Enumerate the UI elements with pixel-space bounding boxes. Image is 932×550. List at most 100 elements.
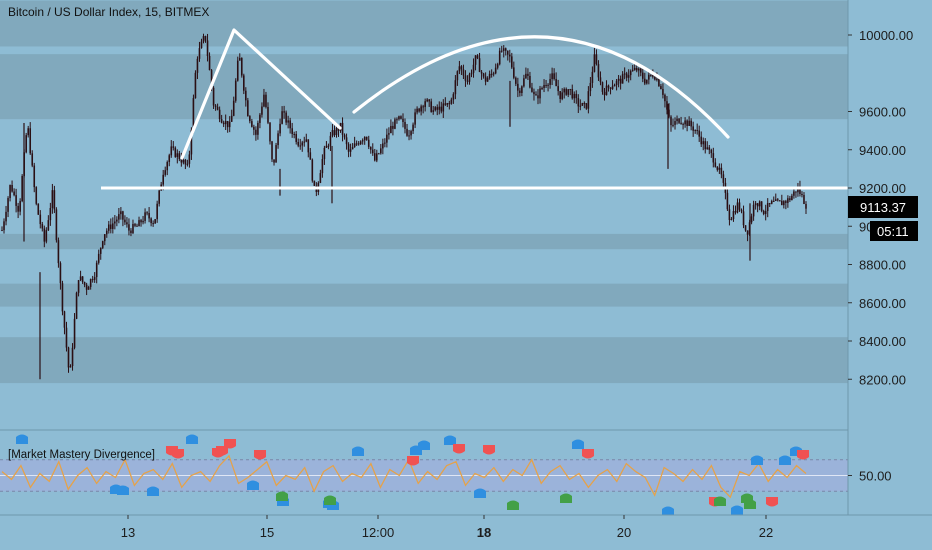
candle-body — [414, 112, 416, 125]
candle-body — [39, 214, 42, 225]
candle-body — [174, 147, 177, 157]
candle-body — [345, 137, 348, 145]
price-zones — [0, 0, 848, 384]
candle-body — [349, 149, 352, 152]
candle-body — [517, 83, 519, 91]
candle-body — [674, 121, 676, 125]
candle-body — [500, 50, 503, 52]
candle-body — [458, 66, 461, 72]
candle-body — [406, 128, 408, 136]
bearish-divergence-marker-shape — [797, 450, 809, 460]
candle-body — [672, 124, 674, 126]
candle-body — [513, 67, 515, 78]
candle-body — [343, 134, 346, 138]
candle-body — [768, 203, 771, 205]
candle-body — [621, 74, 624, 84]
price-zone — [0, 54, 848, 120]
candle-body — [736, 202, 739, 213]
candle-body — [666, 101, 668, 110]
candle-body — [309, 152, 312, 160]
candle-body — [676, 118, 678, 122]
candle-body — [706, 147, 709, 150]
bullish-divergence-marker-shape — [147, 486, 159, 496]
candle-body — [357, 143, 360, 145]
candle-body — [287, 120, 289, 123]
candle-body — [527, 73, 529, 76]
candle-body — [605, 85, 608, 96]
candle-body — [656, 78, 658, 80]
candle-body — [615, 80, 618, 86]
price-tick-label: 9200.00 — [859, 181, 906, 196]
candle-body — [781, 200, 783, 206]
price-tick-label: 9400.00 — [859, 143, 906, 158]
candle-body — [573, 93, 576, 99]
bullish-divergence-marker-shape — [444, 435, 456, 445]
candle-body — [541, 87, 543, 89]
candle-body — [480, 71, 483, 74]
candle-body — [85, 284, 88, 290]
candle-body — [750, 216, 753, 223]
candle-body — [347, 144, 350, 152]
candle-body — [247, 100, 249, 117]
bearish-divergence-marker — [483, 445, 495, 455]
candle-body — [45, 230, 48, 242]
candle-body — [746, 230, 749, 235]
candle-body — [301, 142, 304, 146]
candle-body — [373, 153, 376, 161]
candle-body — [83, 282, 86, 285]
candle-body — [579, 105, 582, 107]
price-axis[interactable]: 10000.009600.009400.009200.009000.008800… — [847, 0, 932, 550]
candle-body — [382, 143, 384, 149]
candle-body — [355, 143, 358, 145]
bullish-divergence-marker-shape — [117, 485, 129, 495]
bullish-divergence-marker-shape — [751, 455, 763, 465]
candle-body — [303, 141, 306, 143]
candle-body — [408, 135, 410, 137]
candle-body — [629, 71, 632, 76]
price-zone — [0, 337, 848, 384]
candle-body — [436, 107, 439, 110]
bearish-divergence-marker — [766, 497, 778, 507]
bullish-divergence-marker-shape — [352, 446, 364, 456]
candle-body — [47, 220, 50, 231]
candle-body — [789, 198, 791, 201]
candle-body — [613, 85, 616, 87]
candle-body — [212, 87, 215, 106]
candle-body — [216, 106, 219, 110]
candle-body — [335, 127, 338, 136]
candle-body — [460, 66, 463, 70]
candle-body — [639, 68, 642, 73]
candle-body — [523, 78, 525, 87]
candle-body — [714, 162, 717, 167]
candle-body — [168, 155, 171, 163]
candle-body — [275, 145, 277, 163]
candle-body — [470, 72, 473, 75]
time-axis[interactable]: 13 15 12:00 18 20 22 — [0, 514, 932, 550]
candle-body — [519, 90, 521, 93]
last-price-value: 9113.37 — [860, 200, 906, 215]
hidden-divergence-marker-shape — [507, 500, 519, 510]
indicator-axis[interactable]: 50.00 — [848, 469, 892, 484]
bullish-divergence-marker — [117, 485, 129, 495]
candle-body — [776, 199, 779, 201]
candle-body — [650, 74, 652, 76]
candle-body — [609, 87, 612, 89]
hidden-divergence-marker — [276, 491, 288, 501]
candle-body — [21, 175, 23, 202]
candle-body — [295, 134, 297, 142]
bearish-divergence-marker — [254, 450, 266, 460]
candle-body — [226, 120, 229, 128]
candle-body — [599, 77, 602, 83]
candle-body — [611, 86, 614, 89]
candle-body — [73, 318, 76, 348]
candle-body — [535, 94, 537, 96]
candle-body — [132, 224, 134, 234]
bearish-divergence-marker — [216, 446, 228, 456]
candle-body — [206, 40, 209, 56]
candle-body — [587, 91, 590, 109]
indicator-label[interactable]: [Market Mastery Divergence] — [8, 449, 155, 461]
candle-body — [454, 80, 457, 95]
candle-body — [728, 209, 731, 220]
bearish-divergence-marker — [172, 449, 184, 459]
